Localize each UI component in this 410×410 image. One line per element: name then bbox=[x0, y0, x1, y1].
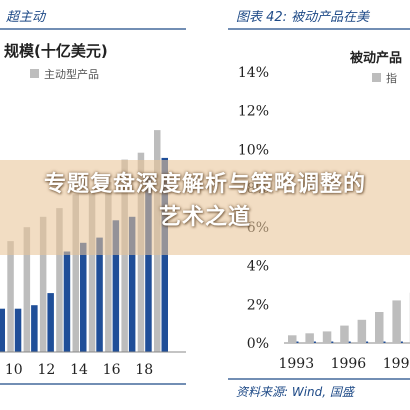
right-x-tick-label: 1996 bbox=[331, 356, 367, 372]
left-x-tick-label: 12 bbox=[37, 362, 55, 378]
right-bar bbox=[288, 335, 297, 343]
right-bar-baseline-mark bbox=[400, 341, 403, 343]
left-bar-passive bbox=[23, 227, 31, 352]
right-y-tick-label: 4% bbox=[247, 259, 269, 275]
right-bar-baseline-mark bbox=[366, 341, 369, 343]
right-bar-baseline-mark bbox=[331, 341, 334, 343]
right-bar-baseline-mark bbox=[348, 341, 351, 343]
left-x-tick-label: 10 bbox=[5, 362, 23, 378]
left-bar-active bbox=[80, 242, 87, 352]
title-overlay-banner bbox=[0, 160, 410, 255]
left-bar-active bbox=[0, 308, 5, 352]
right-x-tick-label: 1999 bbox=[383, 356, 410, 372]
left-bar-active bbox=[145, 176, 152, 352]
right-legend-label: 指 bbox=[386, 71, 397, 85]
left-bar-passive bbox=[56, 208, 63, 352]
right-panel-caption: 图表 42: 被动产品在美 bbox=[236, 10, 371, 25]
left-x-ticks: 10 12 14 16 18 bbox=[5, 362, 153, 378]
right-bar bbox=[375, 312, 384, 343]
right-bar bbox=[305, 333, 314, 343]
left-bar-active bbox=[14, 308, 22, 352]
left-bar-passive bbox=[121, 159, 128, 352]
right-y-tick-label: 0% bbox=[247, 336, 269, 352]
right-x-tick-label: 1993 bbox=[278, 356, 314, 372]
banner-headline: 专题复盘深度解析与策略调整的艺术之道 bbox=[43, 172, 366, 230]
right-y-tick-label: 10% bbox=[238, 142, 269, 158]
right-y-tick-label: 14% bbox=[238, 65, 269, 81]
right-legend-swatch bbox=[372, 73, 381, 82]
right-y-tick-label: 12% bbox=[238, 104, 269, 120]
left-bar-active bbox=[31, 305, 38, 352]
right-bar bbox=[340, 325, 349, 343]
left-chart-title: 规模(十亿美元) bbox=[4, 42, 108, 60]
left-x-tick-label: 18 bbox=[135, 362, 153, 378]
left-bar-passive bbox=[88, 190, 96, 352]
right-bar-chart bbox=[288, 292, 410, 343]
right-y-tick-label: 2% bbox=[247, 297, 269, 313]
left-bar-passive bbox=[105, 182, 112, 352]
left-bar-passive bbox=[72, 194, 79, 352]
left-bar-passive bbox=[7, 241, 14, 352]
right-bar bbox=[392, 300, 401, 343]
left-legend-label: 主动型产品 bbox=[44, 67, 99, 81]
source-note: 资料来源: Wind, 国盛 bbox=[236, 385, 356, 399]
left-bar-active bbox=[47, 293, 54, 352]
right-bar-baseline-mark bbox=[296, 341, 299, 343]
left-bar-active bbox=[96, 237, 103, 352]
left-bar-active bbox=[112, 220, 120, 352]
right-x-ticks: 1993 1996 1999 bbox=[278, 356, 410, 372]
right-bar bbox=[322, 331, 332, 343]
left-legend-swatch bbox=[30, 69, 39, 78]
left-x-tick-label: 16 bbox=[103, 362, 121, 378]
left-bar-active bbox=[128, 216, 136, 352]
right-chart-title: 被动产品 bbox=[349, 50, 402, 66]
left-panel-caption: 超主动 bbox=[6, 10, 47, 25]
right-bar-baseline-mark bbox=[313, 341, 316, 343]
right-bar bbox=[357, 319, 367, 343]
right-bar-baseline-mark bbox=[383, 341, 386, 343]
left-bar-passive bbox=[39, 216, 47, 352]
left-x-tick-label: 14 bbox=[70, 362, 88, 378]
left-bar-active bbox=[63, 251, 71, 352]
